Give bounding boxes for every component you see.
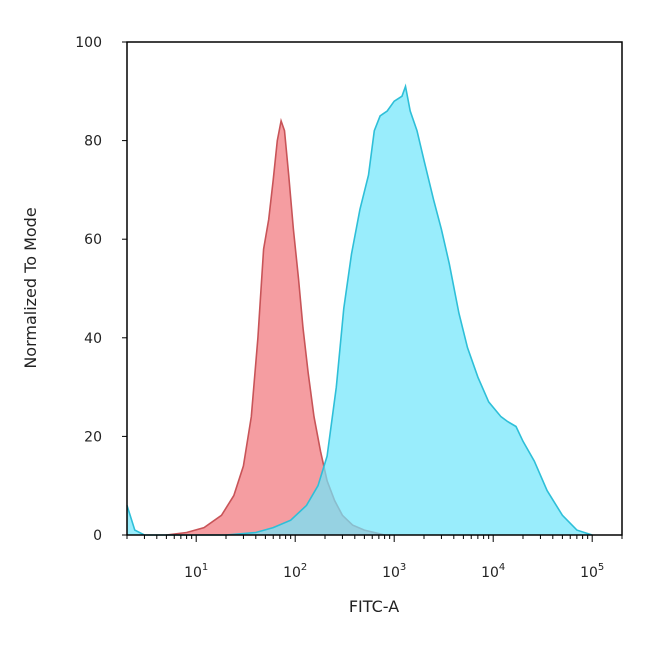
y-tick-label: 60: [84, 232, 102, 248]
series-layer: [126, 83, 593, 536]
y-axis-ticks: 0 20 40 60 80 100: [75, 35, 127, 544]
y-tick-label: 20: [84, 429, 102, 445]
y-tick-label: 100: [75, 35, 102, 51]
plot-frame: [126, 41, 623, 536]
y-axis-title: Normalized To Mode: [21, 207, 40, 368]
x-tick-label: 103: [382, 562, 406, 581]
x-tick-label: 105: [580, 562, 604, 581]
x-tick-label: 102: [283, 562, 307, 581]
y-tick-label: 80: [84, 134, 102, 150]
y-tick-label: 40: [84, 331, 102, 347]
series-1-area: [166, 120, 385, 536]
x-axis-ticks: 101 102 103 104 105: [126, 535, 623, 581]
x-axis-title: FITC-A: [349, 597, 399, 616]
x-tick-label: 104: [481, 562, 505, 581]
y-tick-label: 0: [93, 528, 102, 544]
x-tick-label: 101: [184, 562, 208, 581]
series-2-outline: [126, 83, 593, 536]
series-2-area: [127, 86, 593, 536]
